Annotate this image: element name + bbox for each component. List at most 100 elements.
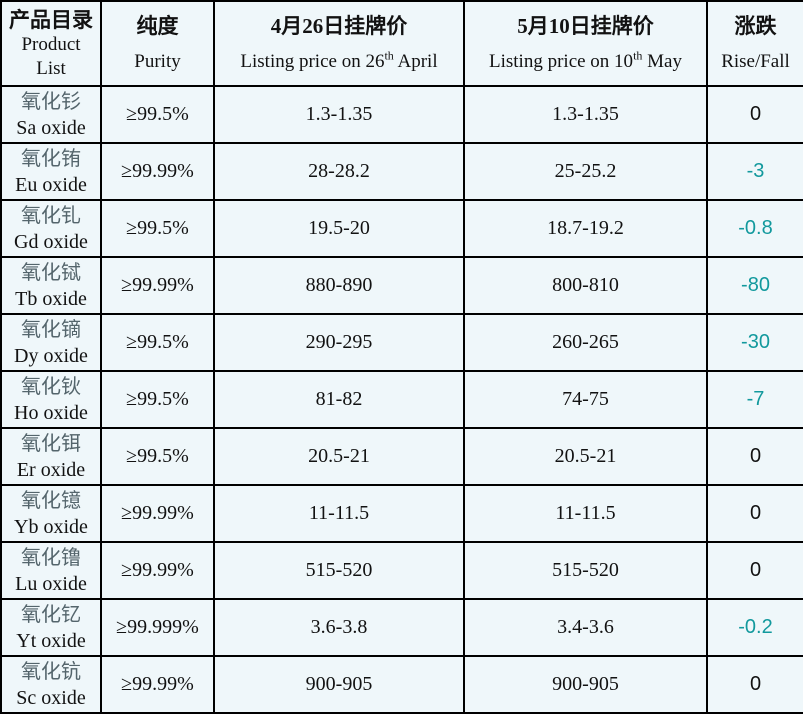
april-price-cell: 81-82 [213, 370, 465, 429]
header-risefall: 涨跌 Rise/Fall [706, 0, 803, 87]
header-risefall-zh: 涨跌 [734, 14, 777, 38]
purity-cell: ≥99.5% [100, 313, 215, 372]
product-cell: 氧化钆 Gd oxide [0, 199, 102, 258]
may-price-cell: 3.4-3.6 [463, 598, 708, 657]
april-price-cell: 515-520 [213, 541, 465, 600]
product-name-en: Sc oxide [16, 686, 86, 709]
superscript-th: th [384, 48, 394, 63]
change-cell: -0.2 [706, 598, 803, 657]
product-cell: 氧化钇 Yt oxide [0, 598, 102, 657]
product-name-en: Lu oxide [15, 572, 87, 595]
product-name-zh: 氧化铽 [21, 261, 81, 284]
product-name-en: Yb oxide [14, 515, 88, 538]
header-row: 产品目录 Product List 纯度 Purity 4月26日挂牌价 Lis… [0, 0, 803, 87]
april-price-cell: 20.5-21 [213, 427, 465, 486]
april-price-cell: 900-905 [213, 655, 465, 714]
change-cell: -80 [706, 256, 803, 315]
table-row: 氧化铕 Eu oxide ≥99.99% 28-28.2 25-25.2 -3 [0, 142, 803, 201]
header-risefall-en: Rise/Fall [721, 51, 790, 72]
superscript-th: th [633, 48, 643, 63]
product-name-en: Yt oxide [16, 629, 86, 652]
may-price-cell: 25-25.2 [463, 142, 708, 201]
product-name-en: Ho oxide [14, 401, 88, 424]
product-name-zh: 氧化铕 [21, 147, 81, 170]
april-price-cell: 19.5-20 [213, 199, 465, 258]
april-price-cell: 11-11.5 [213, 484, 465, 543]
header-may-price: 5月10日挂牌价 Listing price on 10th May [463, 0, 708, 87]
product-cell: 氧化铕 Eu oxide [0, 142, 102, 201]
change-cell: 0 [706, 484, 803, 543]
table-row: 氧化镥 Lu oxide ≥99.99% 515-520 515-520 0 [0, 541, 803, 600]
table-row: 氧化钐 Sa oxide ≥99.5% 1.3-1.35 1.3-1.35 0 [0, 85, 803, 144]
product-cell: 氧化铽 Tb oxide [0, 256, 102, 315]
purity-cell: ≥99.99% [100, 655, 215, 714]
product-name-en: Tb oxide [15, 287, 87, 310]
header-april-price: 4月26日挂牌价 Listing price on 26th April [213, 0, 465, 87]
april-price-cell: 28-28.2 [213, 142, 465, 201]
header-may-price-zh: 5月10日挂牌价 [517, 14, 654, 38]
product-name-zh: 氧化钆 [21, 204, 81, 227]
product-cell: 氧化钐 Sa oxide [0, 85, 102, 144]
may-price-cell: 74-75 [463, 370, 708, 429]
purity-cell: ≥99.5% [100, 199, 215, 258]
table-row: 氧化钇 Yt oxide ≥99.999% 3.6-3.8 3.4-3.6 -0… [0, 598, 803, 657]
header-product-en-line2: List [36, 57, 66, 79]
header-april-price-en: Listing price on 26th April [240, 48, 438, 72]
product-cell: 氧化钪 Sc oxide [0, 655, 102, 714]
change-cell: -3 [706, 142, 803, 201]
purity-cell: ≥99.99% [100, 484, 215, 543]
product-name-en: Sa oxide [16, 116, 86, 139]
change-cell: 0 [706, 541, 803, 600]
table-row: 氧化钪 Sc oxide ≥99.99% 900-905 900-905 0 [0, 655, 803, 714]
header-april-price-zh: 4月26日挂牌价 [270, 14, 408, 38]
purity-cell: ≥99.99% [100, 142, 215, 201]
table-row: 氧化铽 Tb oxide ≥99.99% 880-890 800-810 -80 [0, 256, 803, 315]
purity-cell: ≥99.5% [100, 85, 215, 144]
product-name-zh: 氧化镝 [21, 318, 81, 341]
product-name-en: Dy oxide [14, 344, 88, 367]
header-may-price-en: Listing price on 10th May [489, 48, 682, 72]
may-price-cell: 900-905 [463, 655, 708, 714]
product-cell: 氧化镥 Lu oxide [0, 541, 102, 600]
may-price-cell: 260-265 [463, 313, 708, 372]
product-cell: 氧化镱 Yb oxide [0, 484, 102, 543]
table-row: 氧化镱 Yb oxide ≥99.99% 11-11.5 11-11.5 0 [0, 484, 803, 543]
product-cell: 氧化铒 Er oxide [0, 427, 102, 486]
product-cell: 氧化镝 Dy oxide [0, 313, 102, 372]
table-row: 氧化铒 Er oxide ≥99.5% 20.5-21 20.5-21 0 [0, 427, 803, 486]
table-row: 氧化钆 Gd oxide ≥99.5% 19.5-20 18.7-19.2 -0… [0, 199, 803, 258]
april-price-cell: 880-890 [213, 256, 465, 315]
header-purity-en: Purity [134, 51, 181, 72]
product-name-en: Gd oxide [14, 230, 88, 253]
product-name-en: Eu oxide [15, 173, 87, 196]
header-purity-zh: 纯度 [136, 14, 179, 38]
april-price-cell: 1.3-1.35 [213, 85, 465, 144]
may-price-cell: 1.3-1.35 [463, 85, 708, 144]
change-cell: 0 [706, 85, 803, 144]
april-price-cell: 3.6-3.8 [213, 598, 465, 657]
header-purity: 纯度 Purity [100, 0, 215, 87]
product-name-zh: 氧化铒 [21, 432, 81, 455]
product-cell: 氧化钬 Ho oxide [0, 370, 102, 429]
table-row: 氧化钬 Ho oxide ≥99.5% 81-82 74-75 -7 [0, 370, 803, 429]
product-name-zh: 氧化镥 [21, 546, 81, 569]
change-cell: -30 [706, 313, 803, 372]
table-row: 氧化镝 Dy oxide ≥99.5% 290-295 260-265 -30 [0, 313, 803, 372]
change-cell: -0.8 [706, 199, 803, 258]
header-product: 产品目录 Product List [0, 0, 102, 87]
may-price-cell: 18.7-19.2 [463, 199, 708, 258]
purity-cell: ≥99.5% [100, 427, 215, 486]
change-cell: 0 [706, 655, 803, 714]
may-price-cell: 11-11.5 [463, 484, 708, 543]
may-price-cell: 515-520 [463, 541, 708, 600]
product-name-zh: 氧化镱 [21, 489, 81, 512]
product-name-zh: 氧化钪 [21, 660, 81, 683]
may-price-cell: 800-810 [463, 256, 708, 315]
change-cell: -7 [706, 370, 803, 429]
product-name-zh: 氧化钇 [21, 603, 81, 626]
may-price-cell: 20.5-21 [463, 427, 708, 486]
change-cell: 0 [706, 427, 803, 486]
product-name-zh: 氧化钐 [21, 90, 81, 113]
purity-cell: ≥99.99% [100, 256, 215, 315]
